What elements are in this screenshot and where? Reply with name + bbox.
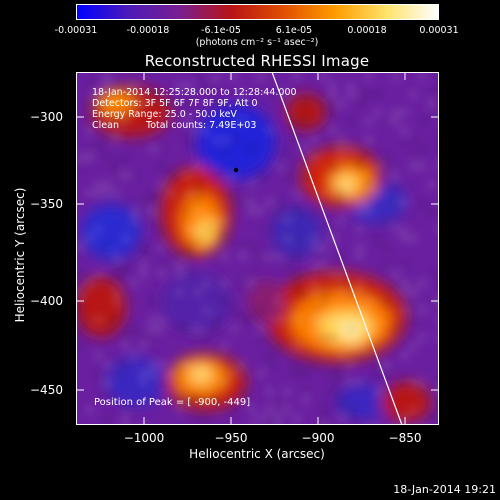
x-axis-label: Heliocentric X (arcsec) — [189, 447, 325, 461]
info-energy: Energy Range: 25.0 - 50.0 keV — [92, 109, 237, 120]
y-tick-label: −300 — [30, 110, 63, 124]
info-time-range: 18-Jan-2014 12:25:28.000 to 12:28:44.000 — [92, 87, 297, 98]
x-tick-label: −900 — [301, 431, 335, 445]
colorbar — [76, 4, 439, 20]
colorbar-tick: -0.00031 — [54, 25, 98, 36]
timestamp: 18-Jan-2014 19:21 — [393, 483, 496, 496]
peak-marker — [233, 167, 239, 173]
rhessi-image — [76, 72, 439, 425]
info-counts: Total counts: 7.49E+03 — [146, 120, 257, 131]
solar-limb-line — [271, 72, 403, 425]
peak-position-label: Position of Peak = [ -900, -449] — [94, 397, 251, 408]
x-tick-label: −850 — [388, 431, 422, 445]
y-tick-label: −400 — [30, 294, 63, 308]
colorbar-tick: -0.00018 — [126, 25, 170, 36]
colorbar-tick: 0.00018 — [347, 25, 387, 36]
image-title: Reconstructed RHESSI Image — [144, 52, 370, 70]
info-detectors: Detectors: 3F 5F 6F 7F 8F 9F, Att 0 — [92, 98, 258, 109]
colorbar-tick: 6.1e-05 — [275, 25, 313, 36]
colorbar-tick: -6.1e-05 — [201, 25, 241, 36]
plot-frame — [76, 72, 439, 425]
y-tick-label: −350 — [30, 197, 63, 211]
colorbar-units: (photons cm⁻² s⁻¹ asec⁻²) — [195, 37, 319, 48]
colorbar-tick: 0.00031 — [419, 25, 459, 36]
axis-ticks — [76, 72, 439, 425]
info-algorithm: Clean — [92, 120, 119, 131]
y-tick-label: −450 — [30, 383, 63, 397]
x-tick-label: −950 — [214, 431, 248, 445]
y-axis-label: Heliocentric Y (arcsec) — [13, 187, 27, 323]
x-tick-label: −1000 — [123, 431, 165, 445]
